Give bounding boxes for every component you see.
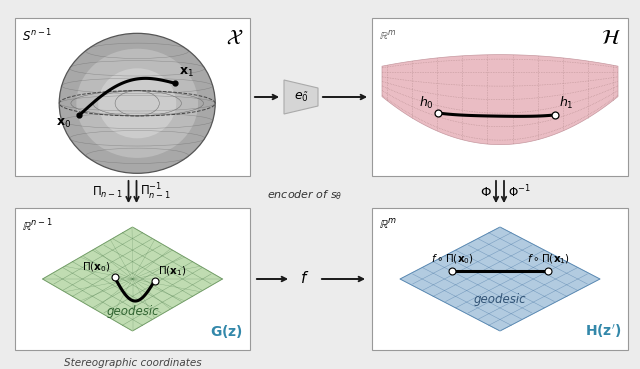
Text: $f$: $f$ [300,270,310,286]
Polygon shape [400,227,600,331]
Text: $\Pi(\mathbf{x}_1)$: $\Pi(\mathbf{x}_1)$ [157,265,186,278]
Text: $\Pi_{n-1}$: $\Pi_{n-1}$ [92,184,122,200]
Ellipse shape [76,49,198,158]
Text: $\mathbb{R}^{m}$: $\mathbb{R}^{m}$ [379,218,397,232]
Text: $\Phi$: $\Phi$ [480,186,492,199]
Text: $\mathbf{x}_0$: $\mathbf{x}_0$ [56,117,71,130]
Text: $\mathbf{x}_1$: $\mathbf{x}_1$ [179,66,194,79]
Text: $\mathbb{R}^m$: $\mathbb{R}^m$ [379,28,396,42]
Polygon shape [42,227,223,331]
Text: $f \circ \Pi(\mathbf{x}_0)$: $f \circ \Pi(\mathbf{x}_0)$ [431,252,474,266]
Bar [372,208,628,350]
Text: $\mathcal{H}$: $\mathcal{H}$ [602,28,621,48]
Text: Stereographic coordinates: Stereographic coordinates [64,358,202,368]
Text: $\mathbb{R}^{n-1}$: $\mathbb{R}^{n-1}$ [22,218,52,235]
Ellipse shape [98,68,176,138]
Text: $e_{\tilde{0}}$: $e_{\tilde{0}}$ [294,90,308,104]
Text: $\mathbf{H(z')}$: $\mathbf{H(z')}$ [584,323,621,340]
Ellipse shape [59,33,215,173]
Bar [15,208,250,350]
Text: $h_0$: $h_0$ [419,95,434,111]
Polygon shape [284,80,318,114]
Text: $h_1$: $h_1$ [559,95,573,111]
Polygon shape [382,55,618,145]
Text: $\mathbf{G(z)}$: $\mathbf{G(z)}$ [210,323,243,340]
Text: $f \circ \Pi(\mathbf{x}_1)$: $f \circ \Pi(\mathbf{x}_1)$ [527,252,570,266]
Text: $S^{n-1}$: $S^{n-1}$ [22,28,52,45]
Text: encoder of $s_\theta$: encoder of $s_\theta$ [268,188,343,202]
Bar [15,18,250,176]
Text: geodesic: geodesic [474,293,526,306]
Text: geodesic: geodesic [106,304,159,317]
Bar [372,18,628,176]
Text: $\Phi^{-1}$: $\Phi^{-1}$ [508,184,531,200]
Text: $\Pi(\mathbf{x}_0)$: $\Pi(\mathbf{x}_0)$ [82,261,111,274]
Text: $\mathcal{X}$: $\mathcal{X}$ [226,28,243,48]
Text: $\Pi_{n-1}^{-1}$: $\Pi_{n-1}^{-1}$ [141,182,172,202]
